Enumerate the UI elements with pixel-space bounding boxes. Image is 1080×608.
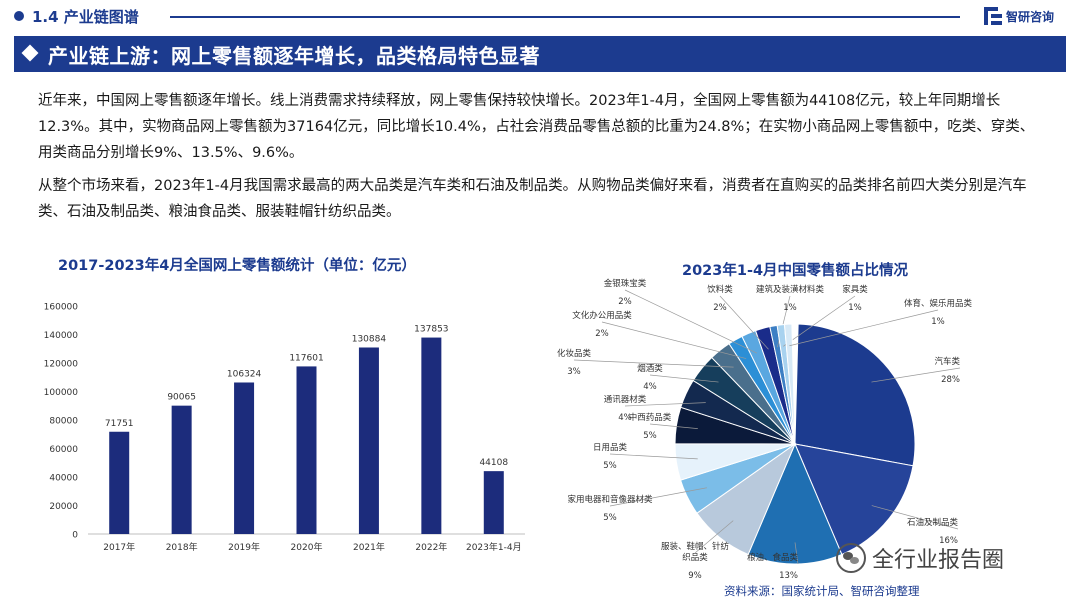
- pie-slice-percent: 2%: [595, 329, 609, 339]
- header-divider: [170, 16, 960, 18]
- pie-slice-percent: 1%: [848, 303, 862, 313]
- leader-line: [694, 520, 734, 554]
- pie-slice-percent: 5%: [603, 513, 617, 523]
- pie-slice-label: 饮料类: [707, 284, 733, 295]
- wechat-account-name: 全行业报告圈: [872, 548, 1005, 573]
- pie-slice-label: 烟酒类: [637, 363, 663, 374]
- y-tick-label: 100000: [44, 388, 79, 398]
- pie-slice: [794, 323, 916, 467]
- y-tick-label: 60000: [49, 445, 78, 455]
- leader-line: [601, 321, 747, 359]
- pie-slice-label: 化妆品类: [557, 348, 592, 359]
- leader-line: [624, 402, 706, 407]
- pie-slice-percent: 5%: [643, 431, 657, 441]
- x-tick-label: 2018年: [166, 541, 198, 553]
- y-tick-label: 0: [72, 531, 78, 541]
- y-tick-label: 160000: [44, 303, 79, 313]
- pie-slice-label: 家具类: [842, 284, 868, 295]
- bar-value-label: 130884: [352, 334, 387, 344]
- bar: [171, 405, 192, 534]
- bar: [483, 471, 504, 534]
- bar: [421, 337, 442, 534]
- market-paragraph: 从整个市场来看，2023年1-4月我国需求最高的两大品类是汽车类和石油及制品类。…: [38, 178, 1027, 220]
- logo-text: 智研咨询: [1006, 9, 1055, 24]
- bar: [358, 347, 379, 534]
- bullet-dot-icon: [14, 11, 24, 21]
- bar-value-label: 117601: [289, 353, 323, 363]
- x-tick-label: 2021年: [353, 541, 385, 553]
- bar-value-label: 90065: [167, 393, 196, 403]
- pie-slice-percent: 3%: [567, 367, 581, 377]
- pie-slice-label: 家用电器和音像器材类: [567, 494, 653, 505]
- bar: [296, 366, 317, 534]
- pie-chart-title: 2023年1-4月中国零售额占比情况: [682, 263, 909, 279]
- y-tick-label: 120000: [44, 360, 79, 370]
- leader-line: [649, 423, 698, 430]
- x-tick-label: 2023年1-4月: [466, 541, 522, 553]
- leader-line: [794, 542, 799, 565]
- leader-line: [719, 295, 769, 350]
- pie-slice-label: 粮油、食品类: [747, 552, 799, 563]
- diamond-icon: [21, 44, 39, 62]
- pie-slice-percent: 2%: [618, 297, 632, 307]
- y-tick-label: 80000: [49, 417, 78, 427]
- pie-slice-percent: 16%: [939, 536, 958, 546]
- leader-line: [609, 487, 707, 507]
- top-bar: 1.4 产业链图谱: [0, 0, 1080, 34]
- pie-slice-label: 汽车类: [934, 356, 960, 367]
- x-tick-label: 2020年: [291, 541, 323, 553]
- leader-line: [789, 309, 939, 347]
- pie-slice-label: 金银珠宝类: [604, 278, 647, 289]
- source-note: 资料来源：国家统计局、智研咨询整理: [724, 584, 920, 598]
- leader-line: [609, 453, 698, 460]
- wechat-icon: [836, 543, 866, 573]
- pie-slice-label: 石油及制品类: [907, 517, 959, 528]
- leader-line: [871, 505, 959, 530]
- pie-slice-label: 中西药品类: [629, 412, 672, 423]
- leader-line: [573, 359, 734, 368]
- leader-line: [624, 289, 758, 354]
- leader-line: [871, 367, 961, 383]
- pie-slice-percent: 4%: [643, 382, 657, 392]
- brand-logo: 智研咨询: [984, 6, 1054, 26]
- bar-chart-title: 2017-2023年4月全国网上零售额统计（单位：亿元）: [58, 258, 416, 274]
- y-tick-label: 40000: [49, 474, 78, 484]
- pie-slice-percent: 5%: [603, 461, 617, 471]
- section-title: 1.4 产业链图谱: [32, 8, 139, 26]
- bar-chart: 0 20000 40000 60000 80000 100000 120000 140000 1…: [44, 303, 525, 553]
- pie-slice-label: 建筑及装潢材料类: [756, 284, 825, 295]
- x-tick-label: 2017年: [103, 541, 135, 553]
- pie-slice-percent: 1%: [931, 317, 945, 327]
- intro-paragraph: 近年来，中国网上零售额逐年增长。线上消费需求持续释放，网上零售保持较快增长。20…: [38, 93, 1035, 161]
- y-tick-label: 140000: [44, 331, 79, 341]
- pie-slice-label: 通讯器材类: [604, 394, 647, 405]
- pie-slice-label: 日用品类: [593, 442, 628, 453]
- pie-chart: 汽车类 28% 石油及制品类 16% 粮油、食品类 13% 服装、鞋帽、针纺织品类 9% 家用电…: [557, 278, 973, 581]
- bar-value-label: 137853: [414, 325, 448, 335]
- pie-slice-label: 服装、鞋帽、针纺织品类: [661, 541, 730, 563]
- wechat-watermark: 全行业报告圈: [836, 542, 1004, 574]
- pie-slice-label: 文化办公用品类: [572, 310, 632, 321]
- pie-slice-percent: 2%: [713, 303, 727, 313]
- pie-slice-percent: 1%: [783, 303, 797, 313]
- banner-title: 产业链上游：网上零售额逐年增长，品类格局特色显著: [48, 44, 540, 68]
- bar: [234, 382, 255, 534]
- leader-line: [649, 374, 719, 383]
- logo-mark-icon: [984, 7, 1002, 25]
- bar-value-label: 44108: [479, 458, 508, 468]
- bar-value-label: 106324: [227, 369, 262, 379]
- y-tick-label: 20000: [49, 502, 78, 512]
- pie-slice-percent: 13%: [779, 571, 798, 581]
- pie-slice: [783, 323, 796, 445]
- pie-slice-percent: 4%: [618, 413, 632, 423]
- pie-slice-percent: 9%: [688, 571, 702, 581]
- pie-slice-percent: 28%: [941, 375, 960, 385]
- x-tick-label: 2022年: [415, 541, 447, 553]
- bar-value-label: 71751: [105, 419, 134, 429]
- bar: [109, 431, 130, 534]
- leader-line: [783, 295, 856, 347]
- x-tick-label: 2019年: [228, 541, 260, 553]
- title-banner: 产业链上游：网上零售额逐年增长，品类格局特色显著: [14, 36, 1066, 72]
- pie-slice-label: 体育、娱乐用品类: [904, 298, 973, 309]
